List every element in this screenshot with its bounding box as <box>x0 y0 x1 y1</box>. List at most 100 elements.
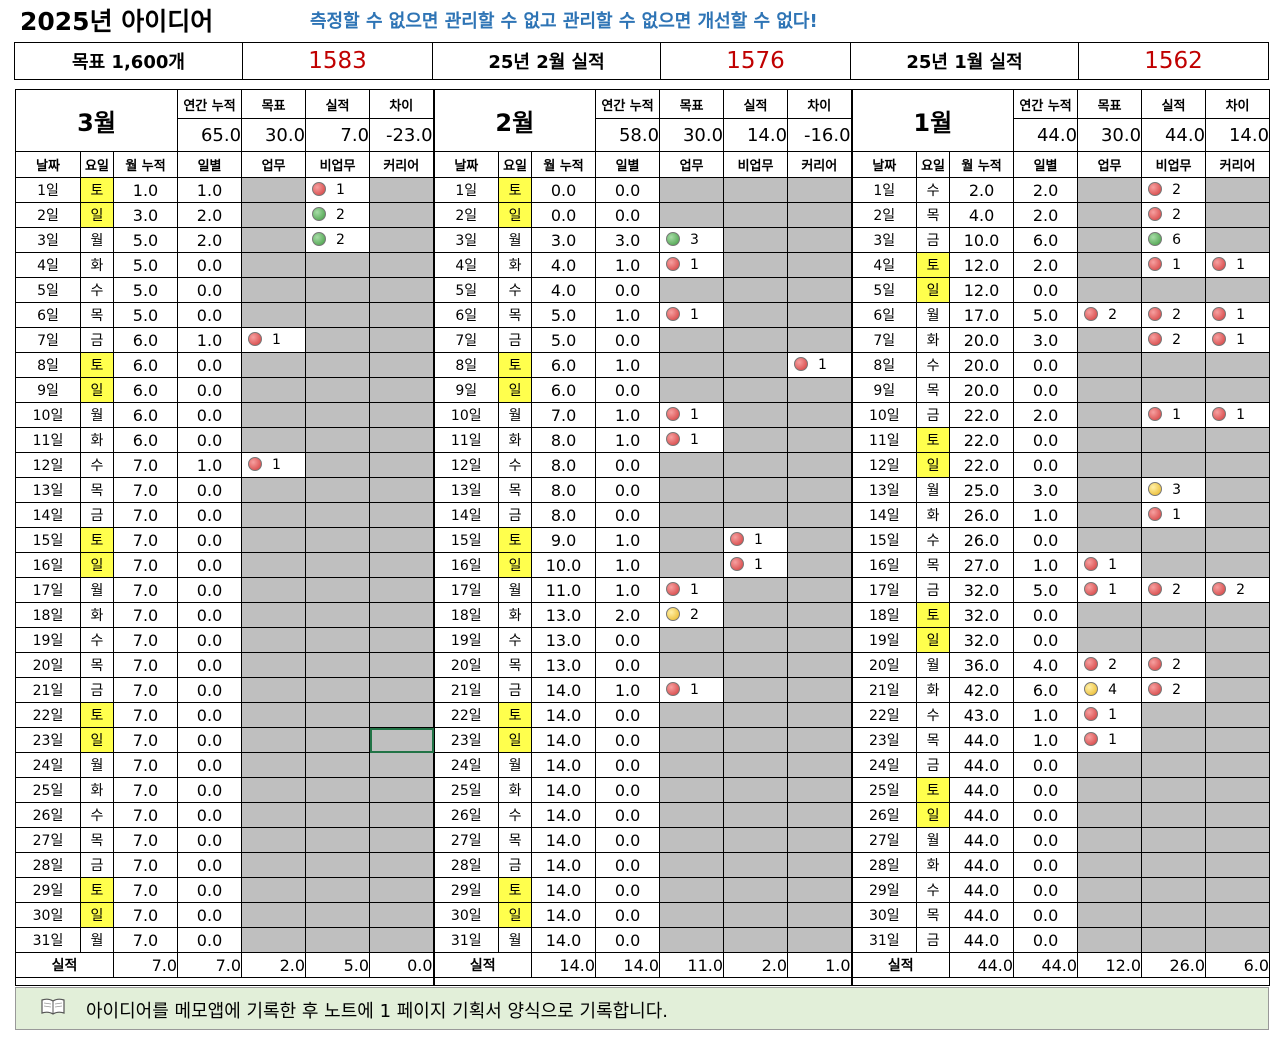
column-header: 월 누적 <box>531 151 597 178</box>
monthly-cumulative: 7.0 <box>112 802 179 828</box>
date: 6일 <box>850 302 918 328</box>
day-row: 30일 일 7.0 0.0 30일 일 14.0 0.0 30일 목 44.0 0.0 <box>15 902 1271 928</box>
daily-count: 0.0 <box>177 427 243 453</box>
date: 22일 <box>850 702 918 728</box>
empty-cell <box>1141 352 1207 378</box>
date: 14일 <box>15 502 81 528</box>
empty-cell <box>305 727 371 753</box>
daily-count: 0.0 <box>1013 602 1079 628</box>
empty-cell <box>369 552 435 578</box>
daily-count: 1.0 <box>595 552 661 578</box>
day-row: 18일 화 7.0 0.0 18일 화 13.0 2.0 2 18일 토 32.0 0.0 <box>15 602 1271 628</box>
empty-cell <box>1077 227 1143 253</box>
empty-cell <box>787 702 853 728</box>
empty-cell <box>369 277 435 303</box>
empty-cell <box>723 727 789 753</box>
empty-cell <box>1205 477 1271 503</box>
day-row: 17일 월 7.0 0.0 17일 월 11.0 1.0 1 17일 금 32.0 5.0 1 2 2 <box>15 577 1271 603</box>
daily-count: 0.0 <box>595 452 661 478</box>
date: 7일 <box>850 327 918 353</box>
idea-cell: 1 <box>1077 552 1143 578</box>
total-value: 2.0 <box>723 952 789 978</box>
empty-cell <box>369 727 435 753</box>
idea-cell: 1 <box>1077 702 1143 728</box>
idea-count: 1 <box>336 182 345 198</box>
status-dot <box>1084 657 1099 671</box>
empty-cell <box>369 802 435 828</box>
weekday: 토 <box>916 602 951 628</box>
weekday: 월 <box>498 927 533 953</box>
empty-cell <box>723 927 789 953</box>
date: 11일 <box>850 427 918 453</box>
monthly-cumulative: 14.0 <box>531 827 597 853</box>
idea-count: 1 <box>690 257 699 273</box>
empty-cell <box>241 277 307 303</box>
stat-value: 30.0 <box>659 118 725 152</box>
empty-cell <box>787 302 853 328</box>
summary-label: 25년 2월 실적 <box>432 42 661 80</box>
status-dot <box>1212 407 1227 421</box>
status-dot <box>1148 682 1163 696</box>
empty-cell <box>305 327 371 353</box>
daily-count: 4.0 <box>1013 652 1079 678</box>
empty-cell <box>1141 877 1207 903</box>
idea-count: 2 <box>1172 307 1181 323</box>
status-dot <box>1148 182 1163 196</box>
stat-label: 차이 <box>369 89 435 119</box>
empty-cell <box>1141 702 1207 728</box>
weekday: 월 <box>498 752 533 778</box>
date: 13일 <box>15 477 81 503</box>
idea-cell: 1 <box>1141 252 1207 278</box>
day-row: 16일 일 7.0 0.0 16일 일 10.0 1.0 1 16일 목 27.0 1.0 1 <box>15 552 1271 578</box>
date: 2일 <box>850 202 918 228</box>
date: 25일 <box>15 777 81 803</box>
empty-cell <box>1077 402 1143 428</box>
monthly-cumulative: 6.0 <box>112 427 179 453</box>
monthly-cumulative: 20.0 <box>949 327 1015 353</box>
monthly-cumulative: 36.0 <box>949 652 1015 678</box>
empty-cell <box>241 627 307 653</box>
date: 10일 <box>432 402 500 428</box>
weekday: 금 <box>498 327 533 353</box>
daily-count: 6.0 <box>1013 677 1079 703</box>
status-dot <box>666 407 681 421</box>
book-icon <box>41 998 65 1015</box>
monthly-cumulative: 14.0 <box>531 802 597 828</box>
stat-value: 65.0 <box>177 118 243 152</box>
daily-count: 0.0 <box>177 602 243 628</box>
idea-table[interactable]: 3월 연간 누적 목표 실적 차이 2월 연간 누적 목표 실적 차이 1월 연간 누적 목표 실적 차이 6… <box>14 89 1271 986</box>
date: 29일 <box>432 877 500 903</box>
empty-cell <box>787 727 853 753</box>
empty-cell <box>369 602 435 628</box>
empty-cell <box>241 677 307 703</box>
column-header: 업무 <box>1077 151 1143 178</box>
weekday: 월 <box>916 652 951 678</box>
day-row: 19일 수 7.0 0.0 19일 수 13.0 0.0 19일 일 32.0 0.0 <box>15 627 1271 653</box>
stat-label: 차이 <box>1205 89 1271 119</box>
date: 29일 <box>850 877 918 903</box>
weekday: 수 <box>916 527 951 553</box>
daily-count: 0.0 <box>1013 777 1079 803</box>
empty-cell <box>1077 327 1143 353</box>
daily-count: 0.0 <box>595 177 661 203</box>
daily-count: 0.0 <box>177 852 243 878</box>
stat-value: 58.0 <box>595 118 661 152</box>
empty-cell <box>1205 627 1271 653</box>
empty-cell <box>305 852 371 878</box>
daily-count: 0.0 <box>177 402 243 428</box>
empty-cell <box>787 577 853 603</box>
idea-cell: 1 <box>305 177 371 203</box>
stat-label: 연간 누적 <box>177 89 243 119</box>
weekday: 일 <box>498 202 533 228</box>
empty-cell <box>305 902 371 928</box>
monthly-cumulative: 5.0 <box>112 302 179 328</box>
date: 23일 <box>850 727 918 753</box>
weekday: 금 <box>80 327 114 353</box>
stat-label: 연간 누적 <box>1013 89 1079 119</box>
daily-count: 0.0 <box>177 902 243 928</box>
empty-cell <box>659 177 725 203</box>
empty-cell <box>241 777 307 803</box>
idea-count: 2 <box>690 607 699 623</box>
daily-count: 1.0 <box>595 677 661 703</box>
empty-cell <box>723 677 789 703</box>
